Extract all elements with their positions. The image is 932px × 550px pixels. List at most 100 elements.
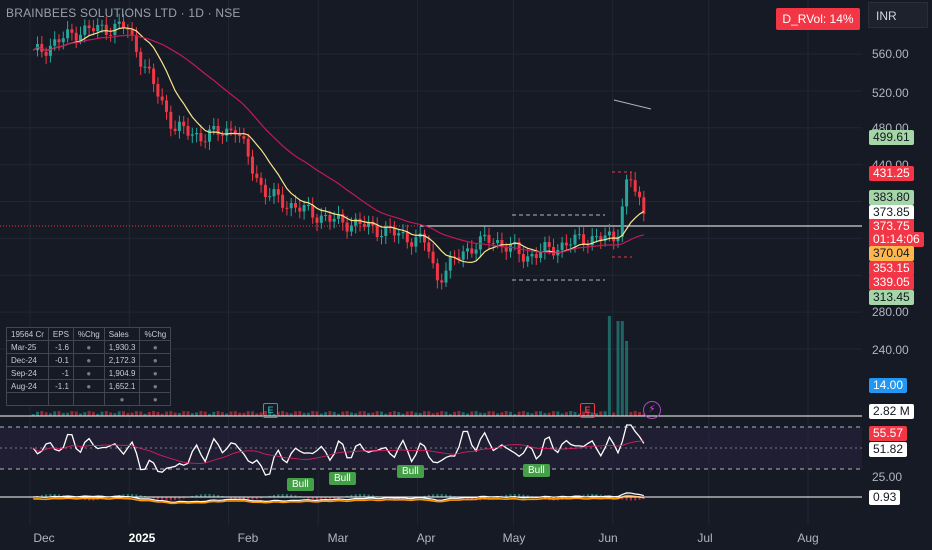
macd-bar bbox=[518, 494, 521, 498]
y-tick: 280.00 bbox=[872, 305, 909, 319]
candle bbox=[233, 130, 237, 135]
candle bbox=[612, 231, 616, 242]
macd-bar bbox=[53, 494, 56, 498]
volume-bar bbox=[190, 413, 194, 416]
table-cell: Mar-25 bbox=[6, 340, 49, 354]
volume-bar bbox=[104, 411, 108, 416]
candle bbox=[491, 242, 495, 244]
volume-bar bbox=[259, 412, 263, 416]
volume-bar bbox=[147, 411, 151, 416]
candle bbox=[152, 68, 156, 85]
macd-bar bbox=[135, 494, 138, 498]
macd-bar bbox=[513, 494, 516, 498]
macd-bar bbox=[586, 494, 589, 498]
candle bbox=[539, 251, 543, 258]
volume-bar bbox=[91, 411, 95, 416]
macd-bar bbox=[311, 497, 314, 500]
candle bbox=[380, 235, 384, 238]
candle bbox=[190, 134, 194, 136]
price-tag: 313.45 bbox=[869, 290, 914, 305]
candle bbox=[109, 34, 113, 36]
candle bbox=[625, 179, 629, 207]
volume-bar bbox=[358, 411, 362, 416]
macd-bar bbox=[402, 497, 405, 501]
volume-bar bbox=[530, 413, 534, 416]
table-cell: -1.1 bbox=[47, 379, 74, 393]
candle bbox=[165, 100, 169, 112]
candle bbox=[177, 121, 181, 132]
table-cell: -1 bbox=[47, 366, 74, 380]
candle bbox=[212, 125, 216, 130]
volume-bar bbox=[543, 412, 547, 416]
volume-bar bbox=[143, 413, 147, 416]
table-row: Dec-24 -0.1 ● 2,172.3 ● bbox=[6, 353, 172, 367]
table-cell: Dec-24 bbox=[6, 353, 49, 367]
rsi-line bbox=[32, 424, 645, 476]
moving-average-line bbox=[32, 27, 645, 264]
volume-bar bbox=[79, 413, 83, 416]
table-cell: -0.1 bbox=[47, 353, 74, 367]
volume-bar bbox=[40, 411, 44, 416]
candle bbox=[367, 221, 371, 227]
macd-bar bbox=[131, 494, 134, 498]
moving-averages bbox=[32, 27, 645, 264]
table-cell: Aug-24 bbox=[6, 379, 49, 393]
candle bbox=[319, 215, 323, 223]
volume-bar bbox=[367, 413, 371, 416]
candle bbox=[61, 38, 65, 43]
volume-bar bbox=[491, 411, 495, 416]
candle bbox=[208, 129, 212, 142]
table-cell: ● bbox=[72, 340, 105, 354]
table-cell: Sep-24 bbox=[6, 366, 49, 380]
price-tag: 55.57 bbox=[869, 426, 908, 441]
volume-bar bbox=[500, 412, 504, 416]
table-header: %Chg bbox=[72, 327, 105, 341]
volume-bar bbox=[199, 411, 203, 416]
signal-line bbox=[33, 494, 644, 505]
volume-bar bbox=[513, 413, 517, 416]
candle bbox=[620, 206, 624, 237]
earnings-icon[interactable]: E bbox=[580, 403, 595, 418]
volume-bar bbox=[612, 412, 616, 416]
volume-bar bbox=[418, 412, 422, 416]
macd-bar bbox=[260, 497, 263, 499]
rsi-bull-label: Bull bbox=[287, 478, 314, 491]
price-tag: 431.25 bbox=[869, 166, 914, 181]
candle bbox=[616, 236, 620, 242]
candle bbox=[496, 239, 500, 243]
macd-bar bbox=[255, 497, 258, 500]
volume-bar bbox=[470, 411, 474, 416]
lightning-icon[interactable]: ⚡ bbox=[643, 401, 661, 419]
macd-bar bbox=[195, 494, 198, 498]
macd-bar bbox=[212, 494, 215, 498]
volume-bar bbox=[405, 411, 409, 416]
candle bbox=[478, 236, 482, 250]
table-cell: 1,652.1 bbox=[103, 379, 141, 393]
candle bbox=[341, 214, 345, 223]
earnings-icon[interactable]: E bbox=[263, 403, 278, 418]
table-header: EPS bbox=[47, 327, 74, 341]
macd-bar bbox=[621, 497, 624, 500]
price-tag: 14.00 bbox=[869, 378, 908, 393]
table-row: ● ● bbox=[6, 392, 172, 406]
volume-bar bbox=[616, 321, 620, 416]
table-header-row: 19564 Cr EPS %Chg Sales %Chg bbox=[6, 327, 172, 341]
table-cell: ● bbox=[139, 366, 172, 380]
macd-bar bbox=[432, 494, 435, 498]
price-tag: 353.15 bbox=[869, 261, 914, 276]
volume-bar bbox=[629, 411, 633, 416]
table-cell: ● bbox=[72, 353, 105, 367]
candle bbox=[552, 246, 556, 256]
volume-bar bbox=[388, 411, 392, 416]
volume-bar bbox=[134, 411, 138, 416]
volume-bar bbox=[177, 413, 181, 416]
volume-bar bbox=[229, 411, 233, 416]
candle bbox=[427, 242, 431, 252]
currency-selector[interactable]: INR bbox=[868, 2, 928, 28]
volume-bar bbox=[195, 412, 199, 416]
volume-bar bbox=[100, 411, 104, 416]
candle bbox=[285, 207, 289, 209]
table-cell: 2,172.3 bbox=[103, 353, 141, 367]
macd-bar bbox=[217, 495, 220, 498]
